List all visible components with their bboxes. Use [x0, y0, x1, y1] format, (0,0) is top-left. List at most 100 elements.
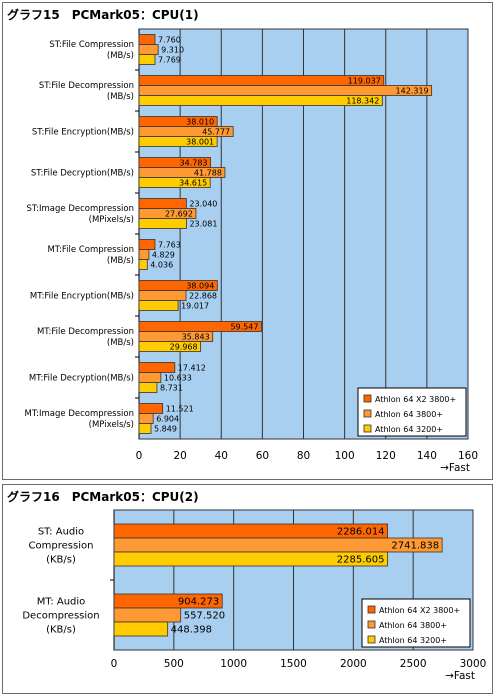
category-label: ST:File Encryption(MB/s) — [32, 127, 134, 137]
bar-2 — [138, 85, 433, 96]
data-label: 557.520 — [184, 611, 225, 622]
chart-panel-cpu2: グラフ16 PCMark05：CPU(2) 0 500 1000 1500 2000 25… — [2, 484, 493, 694]
category-label: (MPixels/s) — [89, 420, 134, 430]
legend-label: Athlon 64 3200+ — [379, 636, 447, 645]
chart-cpu1: 0 20 40 60 80 100 120 140 160→Fast ST:File Compre… — [25, 28, 478, 474]
data-label: 17.412 — [178, 363, 206, 372]
data-label: 7.763 — [158, 240, 181, 249]
x-tick-label: 2000 — [340, 658, 367, 670]
legend-swatch — [367, 635, 376, 644]
bar-2 — [113, 607, 182, 623]
category-label: (MB/s) — [107, 51, 134, 61]
bar-2 — [138, 372, 162, 383]
legend-label: Athlon 64 3200+ — [375, 425, 443, 434]
data-label: 6.904 — [156, 414, 179, 423]
bar-3 — [138, 341, 202, 352]
data-label: 119.037 — [348, 76, 381, 85]
data-label: 2286.014 — [337, 527, 385, 538]
data-label: 19.017 — [181, 301, 209, 310]
category-label: MT: Audio — [37, 597, 86, 608]
bar-2 — [138, 413, 154, 424]
bar-3 — [113, 621, 169, 637]
bar-1 — [138, 198, 187, 209]
legend-box — [357, 387, 467, 437]
bar-1 — [138, 403, 164, 414]
category-label: MT:File Compression — [47, 245, 134, 255]
category-label: (KB/s) — [46, 625, 76, 636]
legend-label: Athlon 64 3800+ — [379, 621, 447, 630]
data-label: 41.788 — [194, 168, 222, 177]
data-label: 2741.838 — [391, 541, 439, 552]
data-label: 45.777 — [202, 127, 230, 136]
category-label: (MB/s) — [107, 92, 134, 102]
x-tick-label: 20 — [173, 450, 186, 462]
data-label: 38.001 — [186, 137, 214, 146]
x-tick-label: 160 — [458, 450, 478, 462]
x-tick-label: 40 — [215, 450, 228, 462]
data-label: 2285.605 — [337, 555, 385, 566]
category-label: (KB/s) — [46, 555, 76, 566]
legend-swatch — [367, 620, 376, 629]
bar-1 — [138, 239, 156, 250]
bar-1 — [138, 362, 176, 373]
category-label: MT:Image Decompression — [25, 409, 134, 419]
bar-3 — [138, 382, 158, 393]
category-label: Compression — [29, 541, 94, 552]
chart-panel-cpu1: グラフ15 PCMark05：CPU(1) 0 20 40 60 80 100 120 140… — [2, 2, 493, 480]
bar-3 — [138, 177, 211, 188]
category-label: ST:File Decryption(MB/s) — [31, 168, 134, 178]
legend-swatch — [367, 605, 376, 614]
category-label: ST:File Compression — [49, 40, 134, 50]
category-label: (MB/s) — [107, 338, 134, 348]
data-label: 34.783 — [180, 158, 208, 167]
data-label: 904.273 — [178, 597, 219, 608]
x-tick-label: 0 — [136, 450, 143, 462]
data-label: 38.010 — [186, 117, 214, 126]
category-label: (MB/s) — [107, 256, 134, 266]
legend-swatch — [363, 409, 372, 418]
category-label: MT:File Decryption(MB/s) — [29, 373, 134, 383]
chart-cpu2: 0 500 1000 1500 2000 2500 3000→Fast ST: Audio Co… — [22, 509, 487, 682]
x-tick-label: 60 — [256, 450, 269, 462]
chart-title: グラフ16 PCMark05：CPU(2) — [7, 490, 199, 504]
category-label: ST:Image Decompression — [26, 204, 134, 214]
x-tick-label: 1500 — [280, 658, 307, 670]
legend-label: Athlon 64 X2 3800+ — [379, 606, 460, 615]
data-label: 7.760 — [158, 35, 181, 44]
legend-label: Athlon 64 3800+ — [375, 410, 443, 419]
data-label: 118.342 — [346, 96, 379, 105]
data-label: 11.521 — [166, 404, 194, 413]
bar-1 — [138, 34, 156, 45]
bar-3 — [138, 423, 152, 434]
x-axis-label: →Fast — [440, 462, 470, 474]
bar-2 — [138, 290, 187, 301]
category-label: (MPixels/s) — [89, 215, 134, 225]
x-tick-label: 500 — [164, 658, 184, 670]
data-label: 4.036 — [150, 260, 173, 269]
bar-3 — [138, 259, 148, 270]
data-label: 5.849 — [154, 424, 177, 433]
x-tick-label: 0 — [111, 658, 118, 670]
category-label: MT:File Decompression — [37, 327, 134, 337]
bar-2 — [138, 44, 159, 55]
bar-2 — [138, 249, 150, 260]
x-tick-label: 3000 — [460, 658, 487, 670]
x-tick-label: 80 — [297, 450, 310, 462]
legend-label: Athlon 64 X2 3800+ — [375, 395, 456, 404]
chart-title: グラフ15 PCMark05：CPU(1) — [7, 8, 199, 22]
data-label: 35.843 — [182, 332, 210, 341]
data-label: 4.829 — [152, 250, 175, 259]
data-label: 9.310 — [161, 45, 184, 54]
bar-3 — [138, 95, 383, 106]
data-label: 10.633 — [164, 373, 192, 382]
legend-swatch — [363, 394, 372, 403]
x-tick-label: 2500 — [400, 658, 427, 670]
data-label: 142.319 — [396, 86, 429, 95]
legend-swatch — [363, 424, 372, 433]
data-label: 27.692 — [165, 209, 193, 218]
data-label: 7.769 — [158, 55, 181, 64]
data-label: 8.731 — [160, 383, 183, 392]
bar-3 — [138, 136, 218, 147]
data-label: 448.398 — [171, 625, 212, 636]
category-label: ST: Audio — [38, 527, 84, 538]
